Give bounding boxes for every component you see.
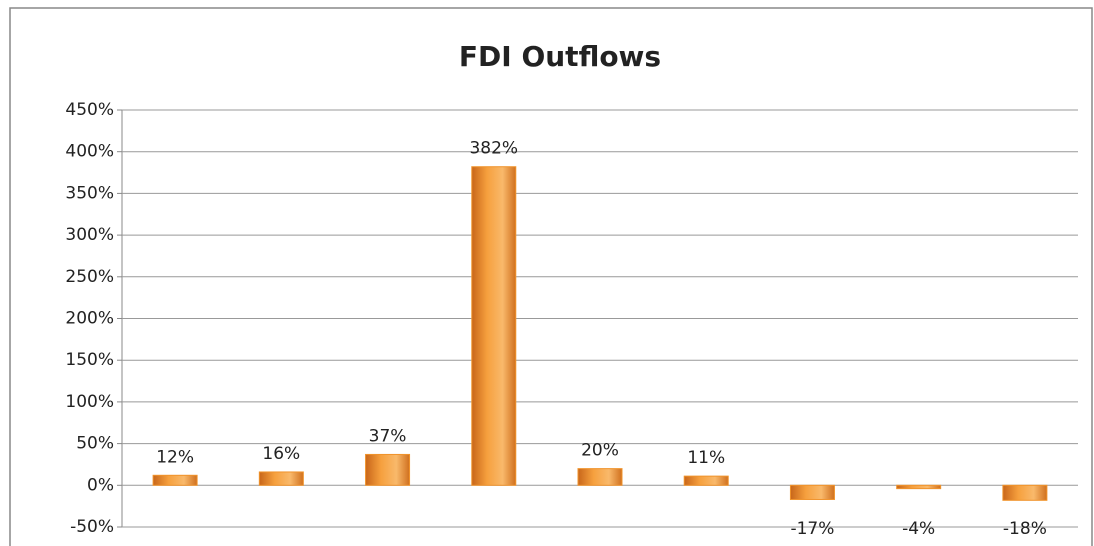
bar	[1002, 484, 1048, 501]
y-tick-label: 200%	[65, 309, 114, 329]
y-tick-label: 150%	[65, 350, 114, 370]
data-label: 11%	[687, 448, 725, 468]
y-tick-label: 0%	[87, 475, 114, 495]
data-label: 382%	[469, 139, 518, 159]
y-tick-label: 300%	[65, 225, 114, 245]
data-label: 37%	[369, 426, 407, 446]
data-label: 20%	[581, 441, 619, 461]
y-tick-label: 350%	[65, 183, 114, 203]
y-tick-label: 400%	[65, 142, 114, 162]
chart-title: FDI Outflows	[459, 40, 661, 73]
y-tick-label: -50%	[70, 517, 114, 537]
y-tick-label: 100%	[65, 392, 114, 412]
bar	[683, 475, 729, 486]
data-label: -18%	[1003, 519, 1047, 539]
bar	[577, 468, 623, 486]
data-label: 12%	[156, 447, 194, 467]
bar	[789, 484, 835, 500]
bar	[471, 166, 517, 486]
bar	[365, 453, 411, 486]
y-tick-label: 450%	[65, 100, 114, 120]
y-tick-label: 50%	[76, 434, 114, 454]
y-tick-label: 250%	[65, 267, 114, 287]
data-label: -17%	[790, 519, 834, 539]
data-label: -4%	[902, 519, 935, 539]
data-label: 16%	[262, 444, 300, 464]
bar	[152, 474, 198, 486]
bar	[258, 471, 304, 486]
bar	[896, 484, 942, 490]
